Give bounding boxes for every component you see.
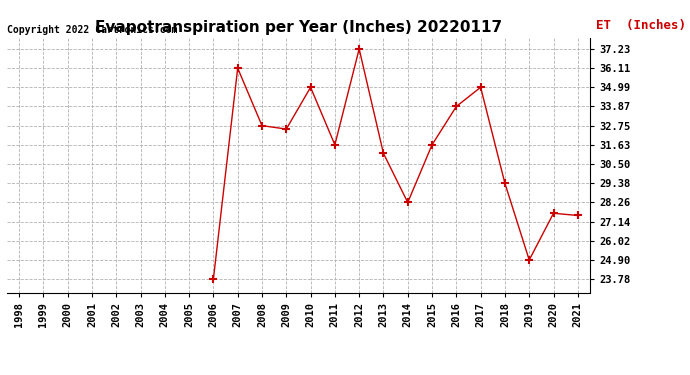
Title: Evapotranspiration per Year (Inches) 20220117: Evapotranspiration per Year (Inches) 202… (95, 20, 502, 35)
Text: Copyright 2022 Cartronics.com: Copyright 2022 Cartronics.com (7, 25, 177, 35)
Text: ET  (Inches): ET (Inches) (595, 20, 686, 32)
